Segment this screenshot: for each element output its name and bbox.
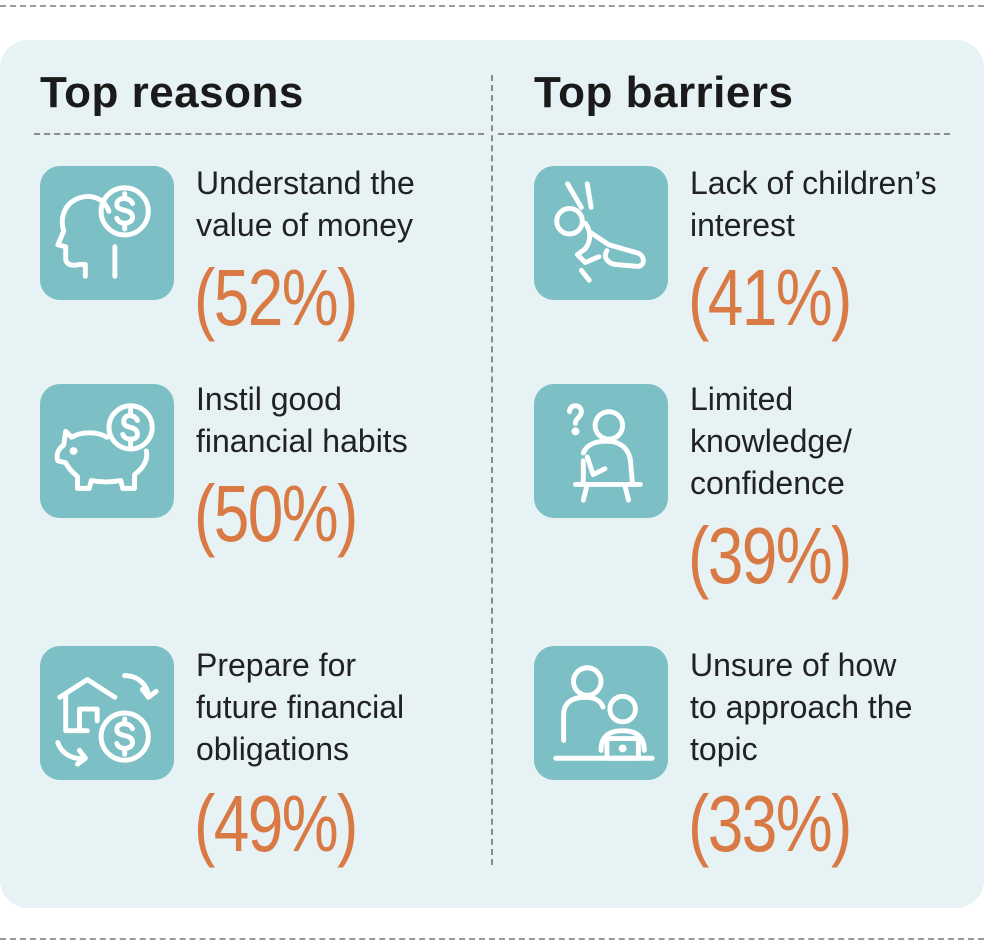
person-laptop-icon (534, 646, 668, 780)
reason-3-label: Prepare for future financial obligations (196, 647, 405, 767)
house-dollar-cycle-icon (40, 646, 174, 780)
head-dollar-icon (40, 166, 174, 300)
piggy-bank-icon (40, 384, 174, 518)
reasons-heading: Top reasons (40, 68, 304, 117)
barrier-3-percent: (33%) (688, 779, 852, 868)
bottom-dashed-rule (0, 938, 984, 940)
reason-1-label: Understand the value of money (196, 165, 415, 243)
column-divider (491, 75, 493, 865)
barrier-3-label: Unsure of how to approach the topic (690, 647, 913, 767)
barrier-1-percent: (41%) (688, 253, 852, 342)
reason-2-percent: (50%) (194, 469, 358, 558)
top-dashed-rule (0, 5, 984, 7)
thinking-person-icon (534, 384, 668, 518)
barrier-2-percent: (39%) (688, 511, 852, 600)
barrier-1-label: Lack of children’s interest (690, 165, 937, 243)
reason-2-label: Instil good financial habits (196, 381, 408, 459)
reasons-heading-rule (34, 133, 484, 135)
barriers-heading: Top barriers (534, 68, 794, 117)
reason-1-percent: (52%) (194, 253, 358, 342)
reason-3-percent: (49%) (194, 779, 358, 868)
child-swing-icon (534, 166, 668, 300)
barrier-2-label: Limited knowledge/ confidence (690, 381, 852, 501)
barriers-heading-rule (498, 133, 950, 135)
